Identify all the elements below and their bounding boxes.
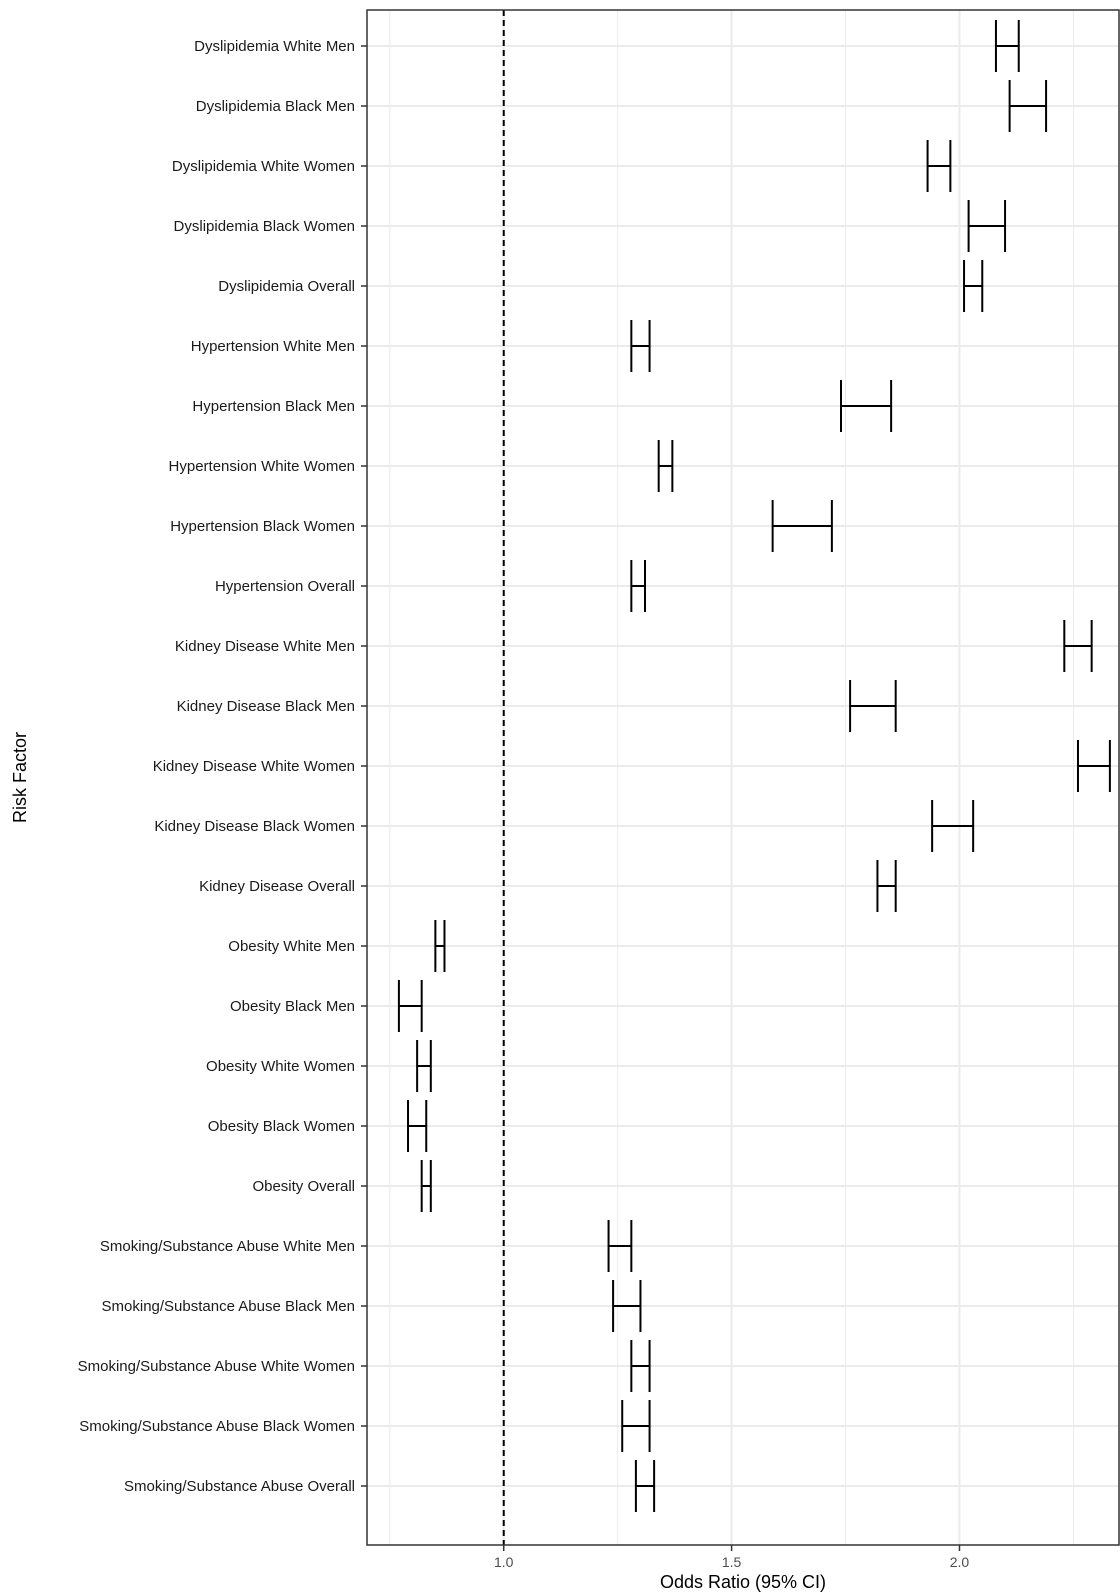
y-tick-labels: Dyslipidemia White Men Dyslipidemia Black… bbox=[78, 38, 367, 1495]
y-axis-title: Risk Factor bbox=[10, 732, 30, 823]
x-tick-label: 1.0 bbox=[494, 1554, 514, 1570]
x-tick-labels: 1.0 1.5 2.0 bbox=[494, 1545, 969, 1570]
errorbar bbox=[1076, 740, 1111, 792]
y-tick-label: Kidney Disease Black Women bbox=[154, 818, 355, 835]
y-tick-label: Dyslipidemia Black Women bbox=[174, 218, 355, 235]
y-tick-label: Kidney Disease Black Men bbox=[177, 698, 355, 715]
y-tick-label: Dyslipidemia Black Men bbox=[196, 98, 355, 115]
y-tick-label: Obesity Black Men bbox=[230, 998, 355, 1015]
y-tick-label: Smoking/Substance Abuse White Men bbox=[100, 1238, 355, 1255]
y-tick-label: Hypertension Black Men bbox=[192, 398, 355, 415]
y-tick-label: Smoking/Substance Abuse White Women bbox=[78, 1358, 355, 1375]
errorbar bbox=[994, 20, 1020, 72]
x-tick-label: 1.5 bbox=[722, 1554, 742, 1570]
y-tick-label: Obesity White Women bbox=[206, 1058, 355, 1075]
y-tick-label: Dyslipidemia White Women bbox=[172, 158, 355, 175]
y-tick-label: Kidney Disease Overall bbox=[199, 878, 355, 895]
y-tick-label: Kidney Disease White Men bbox=[175, 638, 355, 655]
y-tick-label: Obesity White Men bbox=[228, 938, 355, 955]
errorbar bbox=[876, 860, 897, 912]
errorbar bbox=[416, 1040, 432, 1092]
errorbar bbox=[634, 1460, 656, 1512]
errorbar bbox=[397, 980, 423, 1032]
y-tick-label: Dyslipidemia White Men bbox=[194, 38, 355, 55]
y-tick-label: Obesity Overall bbox=[252, 1178, 355, 1195]
y-tick-label: Hypertension White Women bbox=[169, 458, 355, 475]
errorbar bbox=[839, 380, 893, 432]
panel-border bbox=[366, 9, 1120, 1546]
errorbar bbox=[434, 920, 446, 972]
y-tick-label: Obesity Black Women bbox=[208, 1118, 355, 1135]
errorbar bbox=[657, 440, 674, 492]
y-tick-label: Dyslipidemia Overall bbox=[218, 278, 355, 295]
errorbar bbox=[963, 260, 984, 312]
y-tick-label: Smoking/Substance Abuse Black Men bbox=[102, 1298, 355, 1315]
grid-layer bbox=[367, 10, 1119, 1545]
x-tick-label: 2.0 bbox=[950, 1554, 970, 1570]
y-tick-label: Hypertension Black Women bbox=[170, 518, 355, 535]
errorbar bbox=[407, 1100, 428, 1152]
y-tick-label: Smoking/Substance Abuse Black Women bbox=[79, 1418, 355, 1435]
errorbars-layer bbox=[397, 20, 1111, 1512]
errorbar bbox=[926, 140, 952, 192]
errorbar bbox=[1063, 620, 1093, 672]
y-tick-label: Kidney Disease White Women bbox=[153, 758, 355, 775]
errorbar bbox=[607, 1220, 633, 1272]
errorbar bbox=[630, 1340, 651, 1392]
errorbar bbox=[612, 1280, 642, 1332]
errorbar bbox=[1008, 80, 1048, 132]
x-axis-title: Odds Ratio (95% CI) bbox=[660, 1572, 826, 1592]
y-tick-label: Hypertension White Men bbox=[191, 338, 355, 355]
errorbar bbox=[931, 800, 975, 852]
errorbar bbox=[967, 200, 1007, 252]
errorbar bbox=[621, 1400, 651, 1452]
y-tick-label: Smoking/Substance Abuse Overall bbox=[124, 1478, 355, 1495]
errorbar bbox=[849, 680, 897, 732]
errorbar bbox=[420, 1160, 432, 1212]
errorbar bbox=[771, 500, 833, 552]
errorbar bbox=[630, 320, 651, 372]
y-tick-label: Hypertension Overall bbox=[215, 578, 355, 595]
errorbar bbox=[630, 560, 647, 612]
